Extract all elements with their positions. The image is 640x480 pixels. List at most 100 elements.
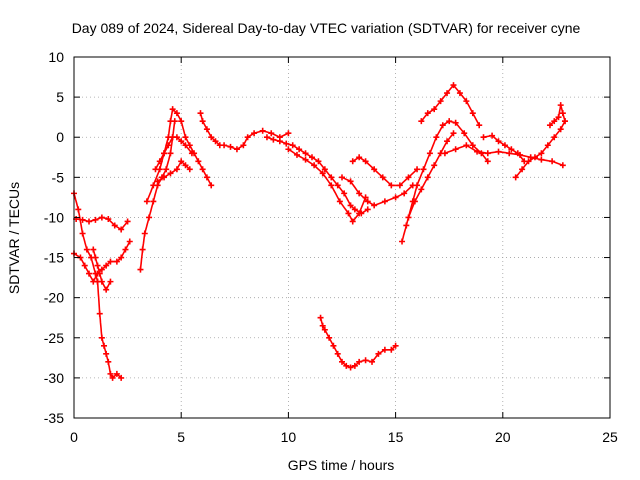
data-point	[105, 358, 112, 365]
data-point	[551, 118, 558, 125]
data-point	[463, 142, 470, 149]
y-tick-label: -35	[44, 410, 64, 426]
series-track-02	[71, 238, 133, 285]
data-point	[392, 342, 399, 349]
data-point	[433, 134, 440, 141]
data-point	[557, 126, 564, 133]
data-point	[103, 262, 110, 269]
data-point	[414, 166, 421, 173]
data-point	[240, 142, 247, 149]
data-point	[356, 358, 363, 365]
chart-title: Day 089 of 2024, Sidereal Day-to-day VTE…	[72, 20, 581, 36]
series-track-10	[197, 110, 292, 153]
data-point	[347, 364, 354, 371]
series-track-16	[399, 118, 491, 245]
data-point	[146, 214, 153, 221]
data-point	[347, 202, 354, 209]
data-point	[86, 270, 93, 277]
y-axis-label: SDTVAR / TECUs	[6, 182, 22, 294]
series-line	[73, 241, 131, 284]
data-point	[165, 142, 172, 149]
data-point	[167, 150, 174, 157]
data-point	[441, 150, 448, 157]
data-point	[259, 127, 266, 134]
y-tick-label: 0	[56, 129, 64, 145]
data-point	[411, 198, 418, 205]
data-point	[319, 170, 326, 177]
series-line	[96, 281, 122, 380]
data-point	[173, 134, 180, 141]
series-track-12	[285, 146, 369, 225]
data-point	[285, 146, 292, 153]
series-line	[266, 136, 369, 215]
x-tick-label: 25	[602, 429, 618, 445]
data-point	[96, 310, 103, 317]
data-point	[349, 158, 356, 165]
data-point	[369, 358, 376, 365]
data-point	[461, 130, 468, 137]
data-point	[152, 166, 159, 173]
data-point	[111, 222, 118, 229]
data-point	[311, 162, 318, 169]
data-point	[203, 174, 210, 181]
series-track-11	[263, 134, 371, 217]
data-point	[75, 206, 82, 213]
data-point	[317, 314, 324, 321]
axis-ticks: 0 5 10 15 20 25 10 5 0 -5 -10 -15 -20 -25 -30 -35	[44, 49, 618, 445]
data-point	[154, 178, 161, 185]
series-track-15	[339, 174, 416, 209]
data-point	[418, 118, 425, 125]
data-point	[319, 322, 326, 329]
data-point	[96, 270, 103, 277]
data-point	[167, 118, 174, 125]
data-point	[103, 350, 110, 357]
data-point	[79, 216, 86, 223]
data-point	[150, 182, 157, 189]
data-point	[336, 198, 343, 205]
y-tick-label: -30	[44, 370, 64, 386]
data-point	[285, 130, 292, 137]
data-point	[362, 357, 369, 364]
x-tick-label: 5	[177, 429, 185, 445]
data-point	[98, 266, 105, 273]
data-point	[212, 138, 219, 145]
data-point	[424, 110, 431, 117]
data-point	[437, 98, 444, 105]
data-point	[178, 118, 185, 125]
data-point	[469, 142, 476, 149]
data-point	[98, 278, 105, 285]
data-point	[302, 156, 309, 163]
data-point	[163, 166, 170, 173]
data-point	[79, 230, 86, 237]
data-point	[330, 342, 337, 349]
data-point	[83, 246, 90, 253]
data-point	[463, 98, 470, 105]
data-point	[139, 246, 146, 253]
data-point	[364, 198, 371, 205]
series-line	[515, 120, 566, 178]
data-point	[98, 214, 105, 221]
data-point	[109, 374, 116, 381]
data-point	[118, 254, 125, 261]
data-point	[101, 342, 108, 349]
series-track-03	[94, 278, 125, 381]
series-track-18	[418, 82, 483, 129]
data-point	[107, 258, 114, 265]
data-point	[321, 326, 328, 333]
data-point	[514, 150, 521, 157]
data-point	[345, 210, 352, 217]
data-point	[118, 226, 125, 233]
data-point	[452, 119, 459, 126]
data-point	[371, 202, 378, 209]
data-point	[351, 362, 358, 369]
data-point	[356, 190, 363, 197]
y-tick-label: -10	[44, 209, 64, 225]
data-point	[347, 178, 354, 185]
data-point	[268, 130, 275, 137]
data-point	[182, 162, 189, 169]
series-track-08	[152, 134, 195, 173]
data-point	[452, 146, 459, 153]
data-point	[549, 158, 556, 165]
data-point	[143, 198, 150, 205]
